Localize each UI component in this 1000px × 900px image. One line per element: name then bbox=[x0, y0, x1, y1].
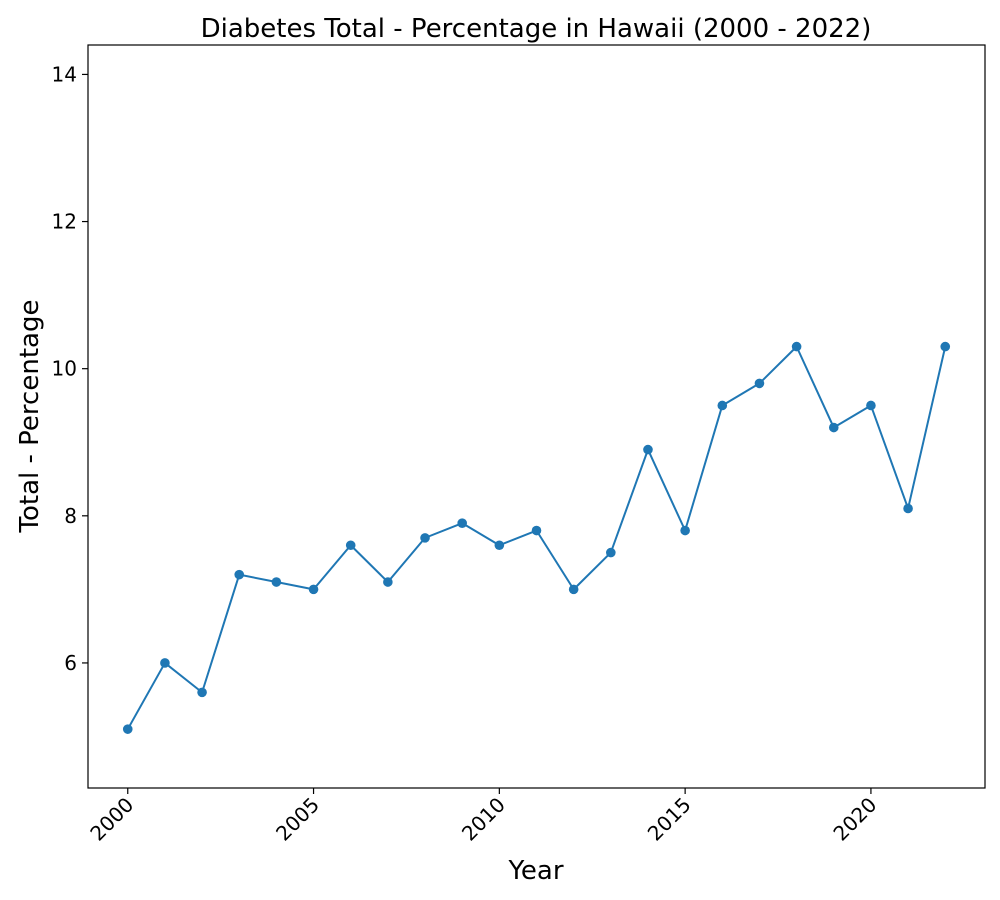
data-point bbox=[383, 577, 393, 587]
y-axis: 6 8 10 12 14 bbox=[52, 62, 88, 675]
data-point bbox=[791, 341, 802, 352]
data-point bbox=[903, 503, 913, 514]
x-tick-label: 2020 bbox=[828, 793, 881, 846]
data-point bbox=[197, 687, 207, 698]
data-point bbox=[531, 525, 542, 536]
data-point bbox=[754, 378, 765, 389]
x-tick-label: 2015 bbox=[643, 793, 696, 846]
y-tick-label: 6 bbox=[64, 651, 77, 675]
chart-title: Diabetes Total - Percentage in Hawaii (2… bbox=[201, 14, 872, 44]
data-point bbox=[866, 400, 876, 411]
x-tick-label: 2005 bbox=[271, 793, 324, 846]
data-point bbox=[457, 518, 467, 528]
data-point bbox=[420, 533, 430, 543]
series-line bbox=[126, 345, 947, 730]
y-axis-label: Total - Percentage bbox=[15, 300, 45, 534]
x-axis-label: Year bbox=[507, 856, 563, 886]
plot-frame bbox=[87, 44, 986, 789]
y-tick-label: 8 bbox=[64, 504, 77, 528]
y-tick-label: 12 bbox=[52, 210, 77, 234]
data-point bbox=[568, 584, 579, 595]
y-tick-label: 14 bbox=[52, 62, 77, 86]
data-point bbox=[606, 547, 616, 558]
x-axis: 2000 2005 2010 2015 2020 bbox=[85, 788, 881, 846]
data-point bbox=[828, 422, 839, 433]
series-layer bbox=[122, 341, 951, 734]
data-point bbox=[345, 540, 356, 551]
y-tick-label: 10 bbox=[52, 357, 77, 381]
data-point bbox=[643, 444, 653, 455]
data-point bbox=[308, 584, 319, 595]
data-point bbox=[494, 540, 505, 551]
data-point bbox=[271, 577, 282, 587]
x-tick-label: 2000 bbox=[85, 793, 138, 846]
data-point bbox=[940, 341, 951, 352]
data-point bbox=[122, 724, 133, 734]
data-point bbox=[717, 400, 728, 411]
data-point bbox=[680, 525, 690, 536]
x-tick-label: 2010 bbox=[457, 793, 510, 846]
data-point bbox=[160, 658, 170, 668]
data-point bbox=[234, 569, 245, 580]
